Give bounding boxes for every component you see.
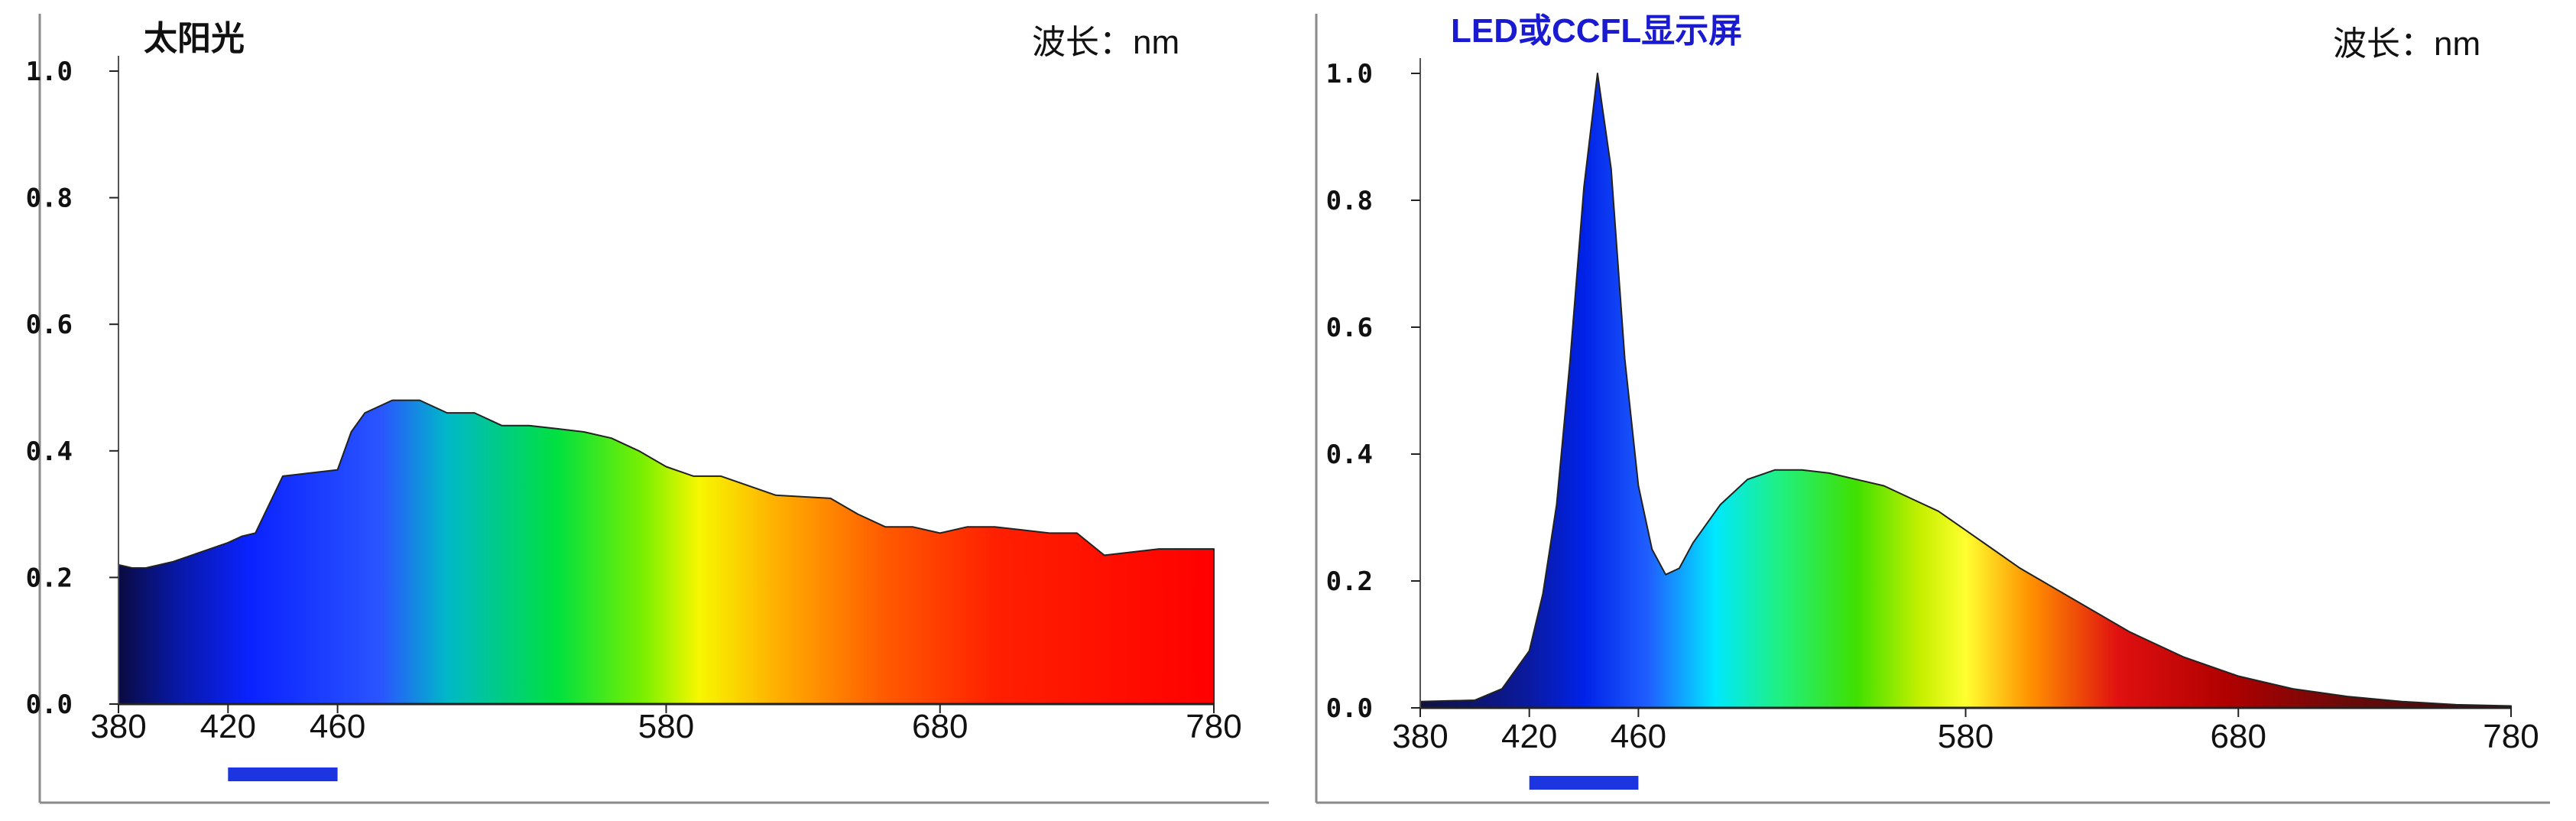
led-x-tick-label: 460 xyxy=(1611,718,1666,755)
sunlight-y-tick-label: 1.0 xyxy=(26,57,73,87)
sunlight-y-tick-label: 0.2 xyxy=(26,563,73,593)
led-y-tick-label: 0.6 xyxy=(1326,313,1373,343)
led-y-tick-label: 0.4 xyxy=(1326,440,1373,470)
sunlight-blue-light-band xyxy=(228,767,338,781)
sunlight-y-tick-label: 0.6 xyxy=(26,310,73,340)
led-x-tick-label: 780 xyxy=(2483,718,2539,755)
led-x-unit-label: 波长：nm xyxy=(2333,25,2480,63)
sunlight-x-tick-label: 460 xyxy=(310,708,365,745)
led-y-tick-label: 0.2 xyxy=(1326,566,1373,597)
sunlight-x-unit-label: 波长：nm xyxy=(1032,24,1179,61)
led-x-tick-label: 680 xyxy=(2211,718,2266,755)
led-y-tick-label: 1.0 xyxy=(1326,59,1373,89)
sunlight-spectrum-area xyxy=(118,399,1215,705)
sunlight-x-tick-label: 380 xyxy=(90,708,146,745)
sunlight-x-tick-label: 780 xyxy=(1186,708,1241,745)
led-blue-light-band xyxy=(1529,776,1639,790)
sunlight-chart-title: 太阳光 xyxy=(144,20,245,57)
led-chart-title: LED或CCFL显示屏 xyxy=(1451,12,1742,50)
led-spectrum-area xyxy=(1419,73,2512,709)
led-y-tick-label: 0.0 xyxy=(1326,693,1373,724)
led-y-tick-label: 0.8 xyxy=(1326,186,1373,216)
sunlight-x-tick-label: 580 xyxy=(638,708,694,745)
led-x-tick-label: 420 xyxy=(1501,718,1557,755)
sunlight-chart-panel: 0.0 0.2 0.4 0.6 0.8 1.0 380 420 460 580 680 780 太阳光 波… xyxy=(26,14,1269,804)
led-x-tick-label: 580 xyxy=(1938,718,1994,755)
led-x-tick-label: 380 xyxy=(1392,718,1448,755)
sunlight-x-tick-label: 680 xyxy=(912,708,968,745)
sunlight-y-tick-label: 0.8 xyxy=(26,183,73,214)
sunlight-y-tick-label: 0.0 xyxy=(26,690,73,720)
sunlight-x-tick-label: 420 xyxy=(200,708,256,745)
sunlight-y-tick-label: 0.4 xyxy=(26,436,73,467)
led-chart-panel: 0.0 0.2 0.4 0.6 0.8 1.0 380 420 460 580 680 780 LED或… xyxy=(1315,12,2550,804)
